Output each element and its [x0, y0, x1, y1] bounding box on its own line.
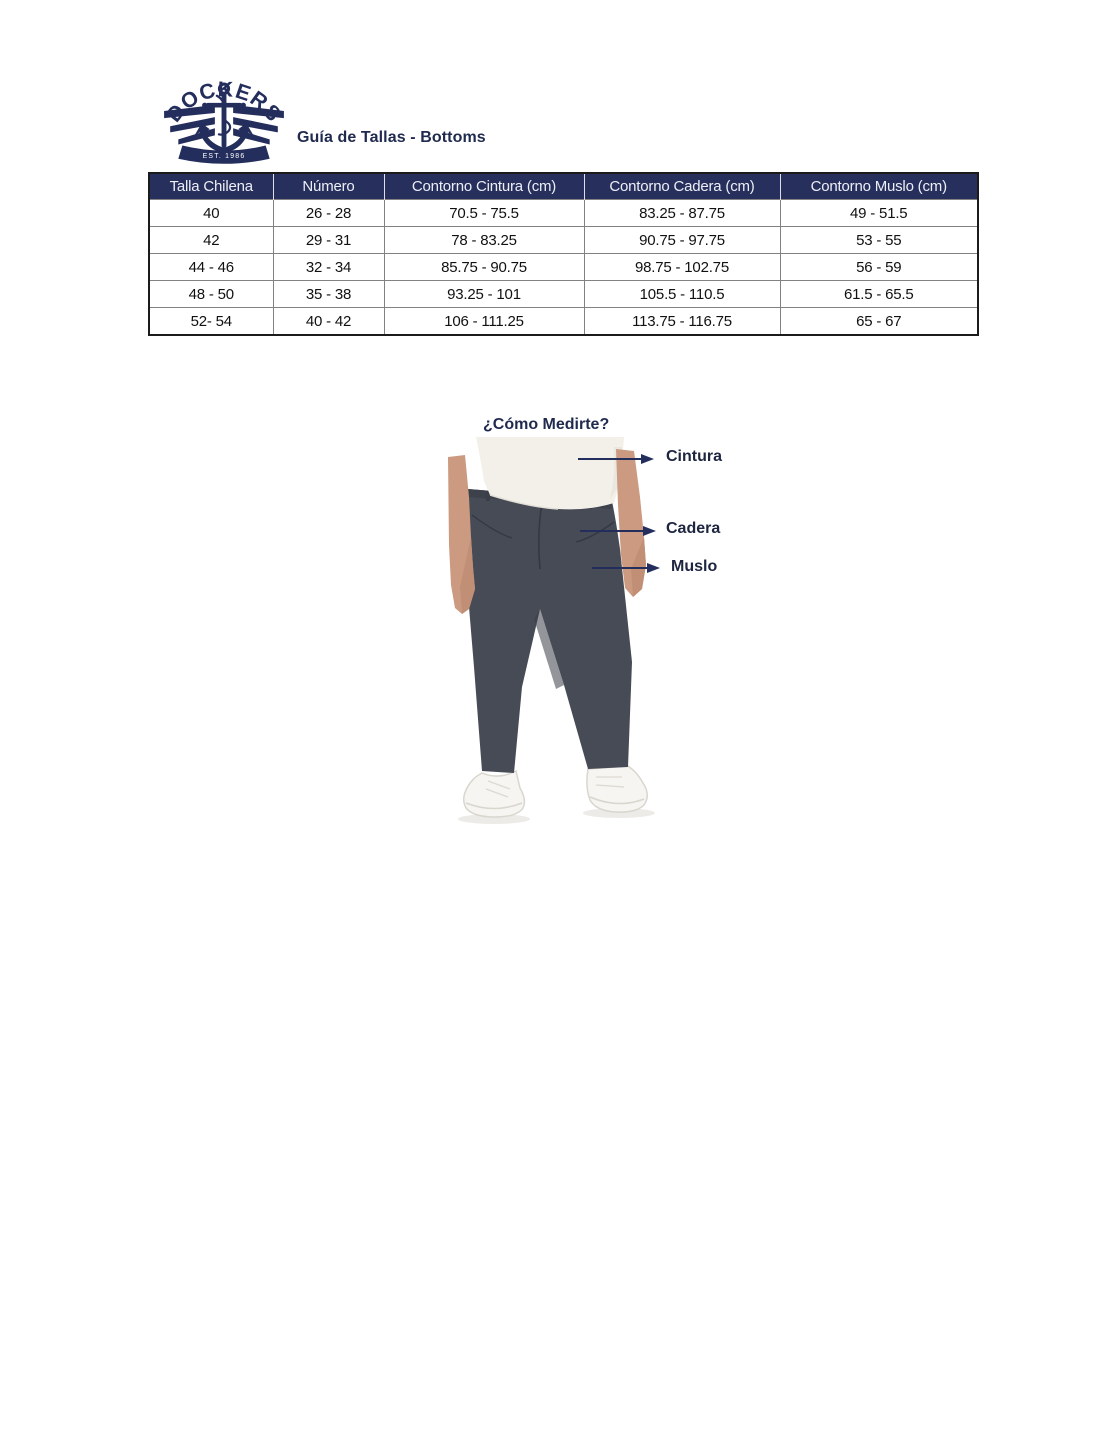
table-header-row: Talla Chilena Número Contorno Cintura (c… — [149, 173, 978, 200]
table-cell: 40 — [148, 199, 274, 227]
model-photo — [448, 437, 655, 824]
table-cell: 26 - 28 — [272, 199, 385, 227]
table-cell: 106 - 111.25 — [383, 307, 585, 336]
anchor-icon — [194, 82, 254, 153]
table-row: 52- 54 40 - 42 106 - 111.25 113.75 - 116… — [148, 307, 979, 336]
muslo-arrow-icon — [592, 562, 660, 573]
table-cell: 56 - 59 — [779, 253, 979, 281]
cadera-arrow-icon — [580, 525, 656, 536]
waist-label: Cintura — [666, 448, 722, 465]
table-row: 44 - 46 32 - 34 85.75 - 90.75 98.75 - 10… — [148, 253, 979, 281]
table-cell: 49 - 51.5 — [779, 199, 979, 227]
dockers-logo-icon: DOCKERS EST. 1986 — [162, 77, 285, 164]
table-cell: 53 - 55 — [779, 226, 979, 254]
table-cell: 35 - 38 — [272, 280, 385, 308]
table-cell: 85.75 - 90.75 — [383, 253, 585, 281]
table-row: 42 29 - 31 78 - 83.25 90.75 - 97.75 53 -… — [148, 226, 979, 254]
thigh-label: Muslo — [671, 558, 718, 575]
left-wing-icon — [164, 104, 215, 145]
table-cell: 40 - 42 — [272, 307, 385, 336]
column-header: Contorno Cintura (cm) — [383, 173, 584, 200]
table-cell: 113.75 - 116.75 — [583, 307, 781, 336]
table-cell: 83.25 - 87.75 — [583, 199, 781, 227]
table-row: 48 - 50 35 - 38 93.25 - 101 105.5 - 110.… — [148, 280, 979, 308]
table-cell: 52- 54 — [148, 307, 274, 336]
table-row: 40 26 - 28 70.5 - 75.5 83.25 - 87.75 49 … — [148, 199, 979, 227]
table-cell: 48 - 50 — [148, 280, 274, 308]
size-table: Talla Chilena Número Contorno Cintura (c… — [148, 172, 979, 336]
column-header: Talla Chilena — [149, 173, 273, 200]
table-cell: 32 - 34 — [272, 253, 385, 281]
hip-label: Cadera — [666, 520, 721, 537]
table-cell: 98.75 - 102.75 — [583, 253, 781, 281]
column-header: Número — [272, 173, 384, 200]
table-cell: 65 - 67 — [779, 307, 979, 336]
table-cell: 105.5 - 110.5 — [583, 280, 781, 308]
table-cell: 93.25 - 101 — [383, 280, 585, 308]
column-header: Contorno Cadera (cm) — [583, 173, 780, 200]
page-title: Guía de Tallas - Bottoms — [297, 129, 486, 146]
table-cell: 44 - 46 — [148, 253, 274, 281]
table-cell: 90.75 - 97.75 — [583, 226, 781, 254]
right-wing-icon — [233, 104, 284, 145]
logo-est-text: EST. 1986 — [203, 153, 246, 160]
table-cell: 70.5 - 75.5 — [383, 199, 585, 227]
cintura-arrow-icon — [578, 453, 654, 464]
est-ribbon: EST. 1986 — [178, 145, 270, 164]
measure-section-title: ¿Cómo Medirte? — [483, 416, 610, 433]
table-cell: 29 - 31 — [272, 226, 385, 254]
arms — [448, 449, 646, 614]
table-cell: 78 - 83.25 — [383, 226, 585, 254]
sneakers — [463, 765, 648, 818]
table-cell: 42 — [148, 226, 274, 254]
table-cell: 61.5 - 65.5 — [779, 280, 979, 308]
column-header: Contorno Muslo (cm) — [779, 173, 978, 200]
